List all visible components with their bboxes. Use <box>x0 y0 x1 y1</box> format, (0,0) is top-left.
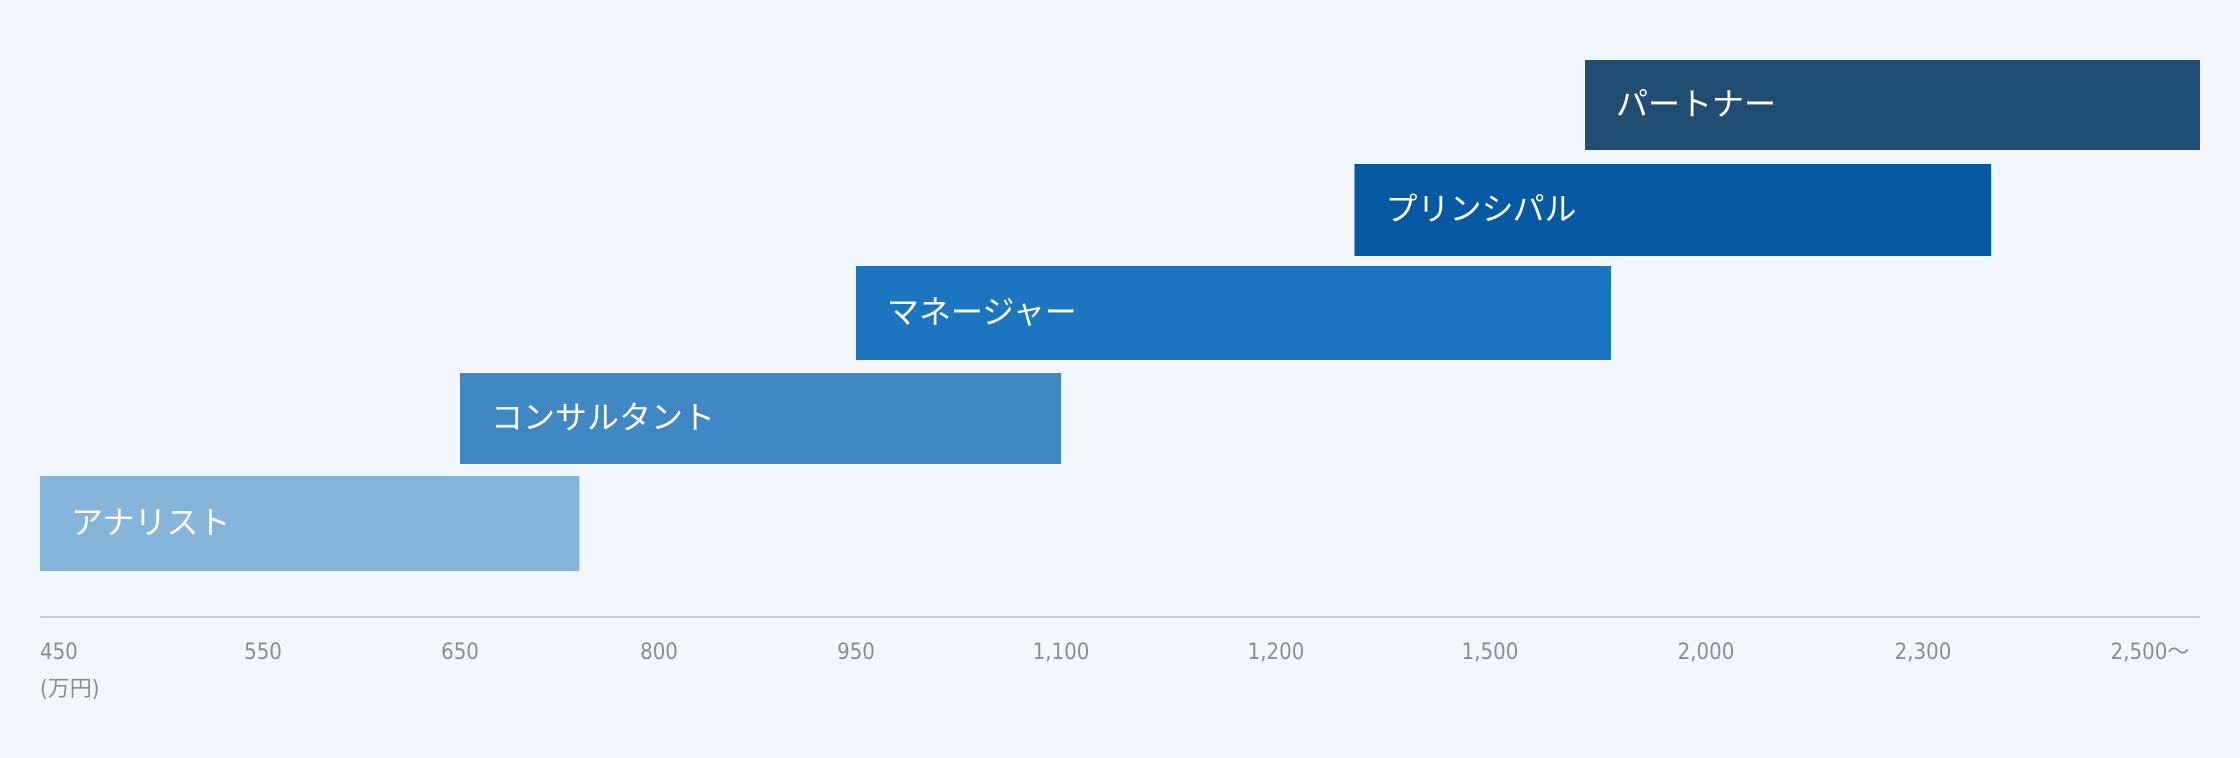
bar <box>1354 164 1992 256</box>
bar-label: アナリスト <box>71 504 230 542</box>
bar <box>40 476 580 571</box>
bar-label: コンサルタント <box>491 399 715 437</box>
x-tick-label: 650 <box>441 640 479 665</box>
bar <box>460 373 1061 464</box>
bar <box>1585 60 2200 150</box>
bar-label: プリンシパル <box>1385 190 1576 228</box>
x-tick-label: 800 <box>640 640 678 665</box>
bar-label: パートナー <box>1616 85 1776 123</box>
bar-label: マネージャー <box>887 293 1077 331</box>
x-tick-label: 550 <box>244 640 282 665</box>
x-tick-label: 950 <box>837 640 875 665</box>
x-tick-label: 1,200 <box>1248 640 1305 665</box>
x-tick-label: 450 <box>40 640 78 665</box>
x-tick-label: 1,500 <box>1462 640 1519 665</box>
bar <box>856 266 1611 360</box>
x-tick-label: 1,100 <box>1033 640 1090 665</box>
x-tick-label: 2,500～ <box>2111 640 2190 665</box>
x-tick-label: 2,000 <box>1678 640 1735 665</box>
x-unit: (万円) <box>40 677 99 702</box>
x-tick-label: 2,300 <box>1895 640 1952 665</box>
